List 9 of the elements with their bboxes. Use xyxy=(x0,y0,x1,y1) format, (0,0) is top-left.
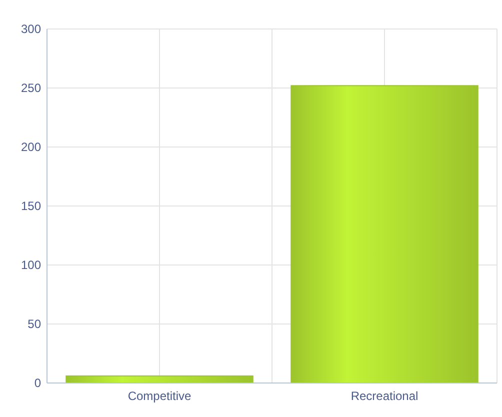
y-tick-label: 300 xyxy=(20,22,42,36)
y-tick-label: 50 xyxy=(28,317,42,332)
y-tick-label: 0 xyxy=(34,376,42,390)
y-tick-label: 150 xyxy=(20,199,42,214)
x-tick-label: Recreational xyxy=(350,389,418,403)
y-tick-label: 100 xyxy=(20,258,42,272)
y-tick-label: 250 xyxy=(20,81,42,96)
y-tick-label: 200 xyxy=(20,140,42,154)
x-tick-label: Competitive xyxy=(128,389,192,403)
